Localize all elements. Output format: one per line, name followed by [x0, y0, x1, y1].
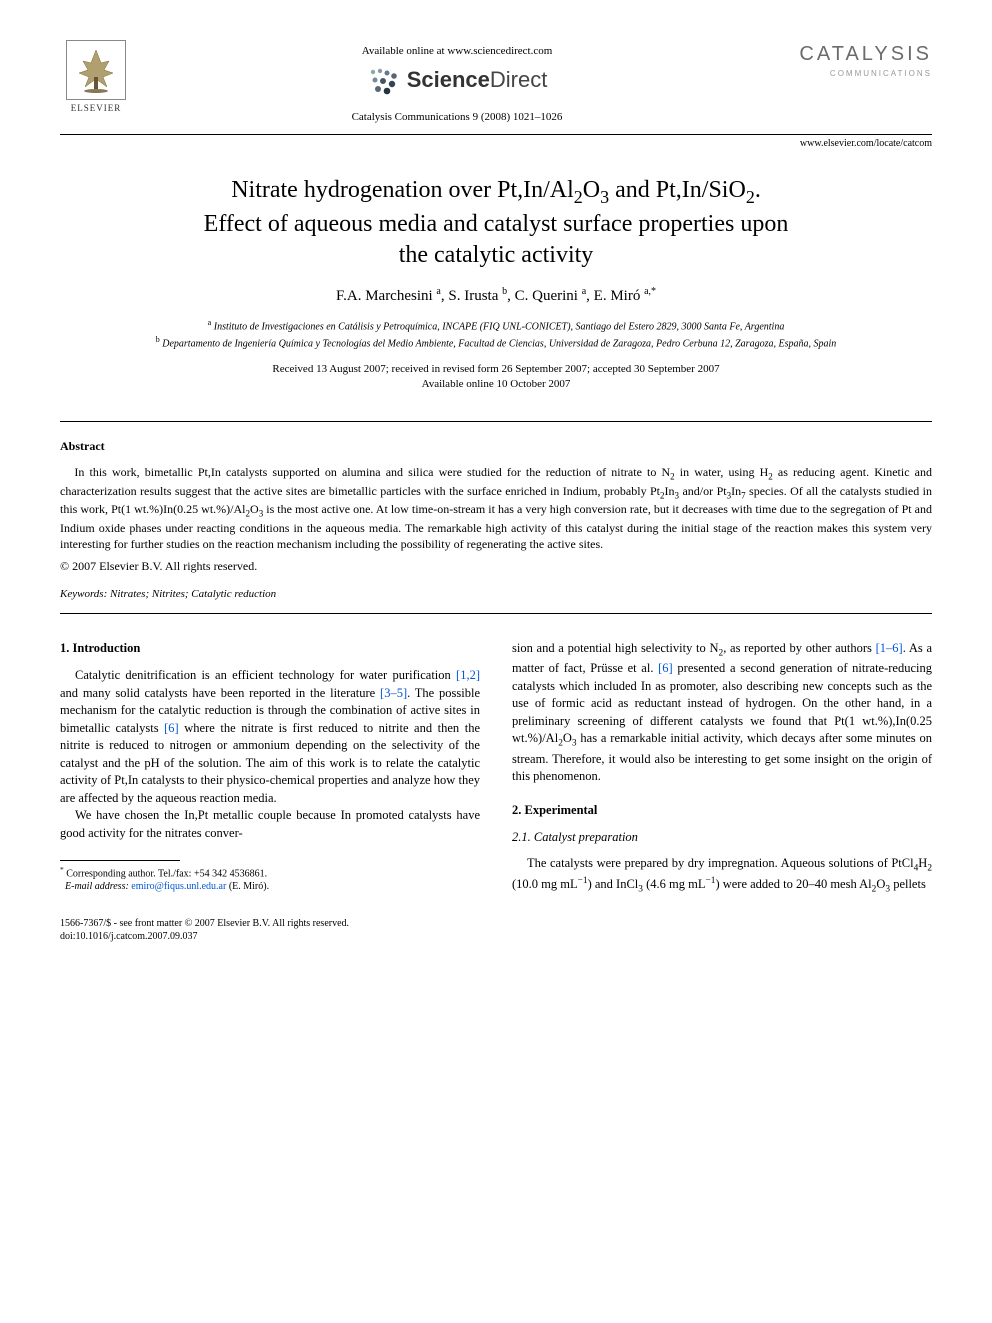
ref-link[interactable]: [6] [658, 661, 673, 675]
footnotes: * Corresponding author. Tel./fax: +54 34… [60, 865, 480, 893]
bottom-meta: 1566-7367/$ - see front matter © 2007 El… [60, 917, 932, 943]
article-dates: Received 13 August 2007; received in rev… [60, 362, 932, 393]
article-title: Nitrate hydrogenation over Pt,In/Al2O3 a… [60, 175, 932, 272]
elsevier-logo: ELSEVIER [60, 40, 132, 115]
elsevier-tree-icon [66, 40, 126, 100]
elsevier-label: ELSEVIER [71, 102, 122, 115]
sciencedirect-wordmark: ScienceDirect [407, 65, 548, 96]
abstract-copyright: © 2007 Elsevier B.V. All rights reserved… [60, 558, 932, 575]
experimental-para-1: The catalysts were prepared by dry impre… [512, 855, 932, 897]
intro-para-1: Catalytic denitrification is an efficien… [60, 667, 480, 807]
keywords: Keywords: Nitrates; Nitrites; Catalytic … [60, 587, 932, 602]
intro-para-2: We have chosen the In,Pt metallic couple… [60, 807, 480, 842]
center-header: Available online at www.sciencedirect.co… [132, 40, 782, 126]
abstract-top-rule [60, 421, 932, 422]
ref-link[interactable]: [1,2] [456, 668, 480, 682]
journal-subname: COMMUNICATIONS [782, 68, 932, 79]
right-column: sion and a potential high selectivity to… [512, 640, 932, 898]
body-columns: 1. Introduction Catalytic denitrificatio… [60, 640, 932, 898]
header-rule [60, 134, 932, 135]
available-online-text: Available online at www.sciencedirect.co… [132, 44, 782, 59]
experimental-heading: 2. Experimental [512, 802, 932, 820]
left-column: 1. Introduction Catalytic denitrificatio… [60, 640, 480, 898]
catalyst-prep-heading: 2.1. Catalyst preparation [512, 829, 932, 847]
journal-name: CATALYSIS [782, 40, 932, 68]
footnote-rule [60, 860, 180, 861]
ref-link[interactable]: [3–5] [380, 686, 407, 700]
affiliations: a Instituto de Investigaciones en Catáli… [60, 317, 932, 352]
ref-link[interactable]: [6] [164, 721, 179, 735]
header-row: ELSEVIER Available online at www.science… [60, 40, 932, 126]
ref-link[interactable]: [1–6] [876, 641, 903, 655]
sciencedirect-logo: ScienceDirect [132, 65, 782, 96]
email-link[interactable]: emiro@fiqus.unl.edu.ar [131, 881, 226, 892]
abstract-body: In this work, bimetallic Pt,In catalysts… [60, 464, 932, 552]
abstract-bottom-rule [60, 613, 932, 614]
journal-cover-logo: CATALYSIS COMMUNICATIONS [782, 40, 932, 79]
locate-url: www.elsevier.com/locate/catcom [60, 137, 932, 151]
authors: F.A. Marchesini a, S. Irusta b, C. Queri… [60, 285, 932, 307]
abstract-heading: Abstract [60, 438, 932, 455]
intro-continuation: sion and a potential high selectivity to… [512, 640, 932, 786]
journal-reference: Catalysis Communications 9 (2008) 1021–1… [132, 110, 782, 125]
intro-heading: 1. Introduction [60, 640, 480, 658]
sd-dots-icon [367, 66, 401, 96]
